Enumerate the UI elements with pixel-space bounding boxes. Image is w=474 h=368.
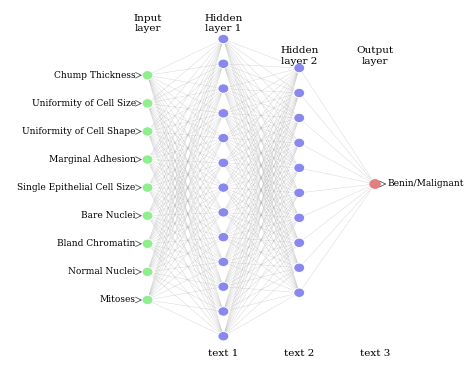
Circle shape xyxy=(142,183,153,192)
Circle shape xyxy=(294,163,305,173)
Text: Input
layer: Input layer xyxy=(133,14,162,33)
Circle shape xyxy=(294,238,305,248)
Text: Chump Thickness: Chump Thickness xyxy=(54,71,136,80)
Text: Hidden
layer 2: Hidden layer 2 xyxy=(280,46,319,66)
Circle shape xyxy=(218,332,229,341)
Circle shape xyxy=(142,99,153,108)
Circle shape xyxy=(294,113,305,123)
Circle shape xyxy=(142,295,153,305)
Circle shape xyxy=(218,282,229,291)
Text: Output
layer: Output layer xyxy=(356,46,393,66)
Text: Mitoses: Mitoses xyxy=(100,296,136,304)
Circle shape xyxy=(218,307,229,316)
Text: text 1: text 1 xyxy=(208,349,238,358)
Circle shape xyxy=(294,213,305,223)
Circle shape xyxy=(218,109,229,118)
Text: Uniformity of Cell Shape: Uniformity of Cell Shape xyxy=(22,127,136,136)
Circle shape xyxy=(142,267,153,277)
Circle shape xyxy=(294,88,305,98)
Circle shape xyxy=(294,288,305,297)
Text: Bland Chromatin: Bland Chromatin xyxy=(57,239,136,248)
Circle shape xyxy=(369,178,382,190)
Circle shape xyxy=(294,63,305,73)
Circle shape xyxy=(218,183,229,192)
Circle shape xyxy=(218,59,229,68)
Circle shape xyxy=(218,158,229,167)
Text: Marginal Adhesion: Marginal Adhesion xyxy=(49,155,136,164)
Text: Hidden
layer 1: Hidden layer 1 xyxy=(204,14,243,33)
Circle shape xyxy=(218,133,229,143)
Circle shape xyxy=(142,127,153,136)
Circle shape xyxy=(294,188,305,198)
Circle shape xyxy=(218,208,229,217)
Circle shape xyxy=(142,211,153,220)
Circle shape xyxy=(142,155,153,164)
Circle shape xyxy=(142,71,153,80)
Text: Single Epithelial Cell Size: Single Epithelial Cell Size xyxy=(18,183,136,192)
Circle shape xyxy=(218,84,229,93)
Text: text 2: text 2 xyxy=(284,349,314,358)
Text: Uniformity of Cell Size: Uniformity of Cell Size xyxy=(32,99,136,108)
Circle shape xyxy=(218,257,229,267)
Circle shape xyxy=(218,233,229,242)
Text: text 3: text 3 xyxy=(360,349,390,358)
Circle shape xyxy=(142,239,153,248)
Circle shape xyxy=(294,263,305,272)
Text: Normal Nuclei: Normal Nuclei xyxy=(68,268,136,276)
Circle shape xyxy=(218,34,229,44)
Text: Benin/Malignant: Benin/Malignant xyxy=(388,180,464,188)
Text: Bare Nuclei: Bare Nuclei xyxy=(81,211,136,220)
Circle shape xyxy=(294,138,305,148)
